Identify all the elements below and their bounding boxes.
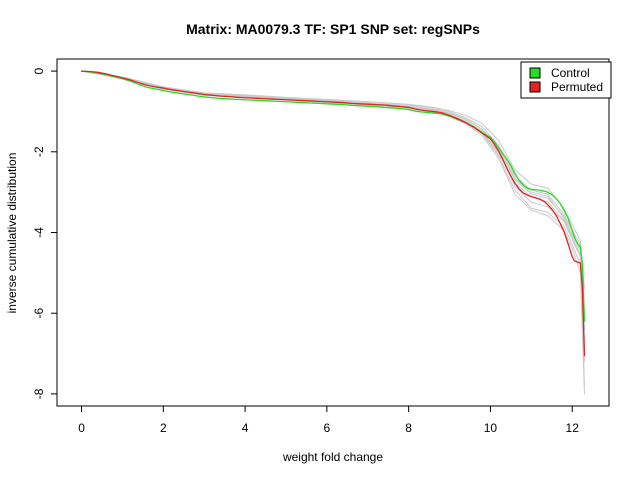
- x-tick-label-3: 6: [324, 421, 331, 435]
- y-tick-label-2: -4: [32, 227, 46, 238]
- chart-title: Matrix: MA0079.3 TF: SP1 SNP set: regSNP…: [186, 21, 480, 37]
- x-tick-label-1: 2: [160, 421, 167, 435]
- series-lines-group: [80, 70, 586, 357]
- x-tick-label-0: 0: [78, 421, 85, 435]
- legend-swatch-permuted: [529, 81, 541, 93]
- legend: Control Permuted: [520, 61, 612, 99]
- permuted-series-line: [80, 70, 586, 357]
- x-tick-label-2: 4: [242, 421, 249, 435]
- legend-swatch-control: [529, 67, 541, 79]
- x-tick-label-5: 10: [484, 421, 498, 435]
- y-tick-label-1: -2: [32, 146, 46, 157]
- background-set-line-4: [81, 70, 585, 330]
- y-axis-label: inverse cumulative distribution: [5, 153, 19, 314]
- legend-label-permuted: Permuted: [551, 80, 603, 94]
- y-tick-label-3: -6: [32, 308, 46, 319]
- x-tick-label-4: 8: [405, 421, 412, 435]
- x-axis-label: weight fold change: [282, 450, 383, 464]
- control-series-line: [80, 70, 586, 322]
- y-tick-label-0: 0: [32, 67, 46, 74]
- background-set-line-6: [81, 70, 585, 342]
- x-tick-label-6: 12: [566, 421, 580, 435]
- y-tick-label-4: -8: [32, 388, 46, 399]
- legend-label-control: Control: [551, 66, 590, 80]
- axes-group: 0 2 4 6 8 10 12 0 -2 -4 -6 -8: [32, 58, 610, 435]
